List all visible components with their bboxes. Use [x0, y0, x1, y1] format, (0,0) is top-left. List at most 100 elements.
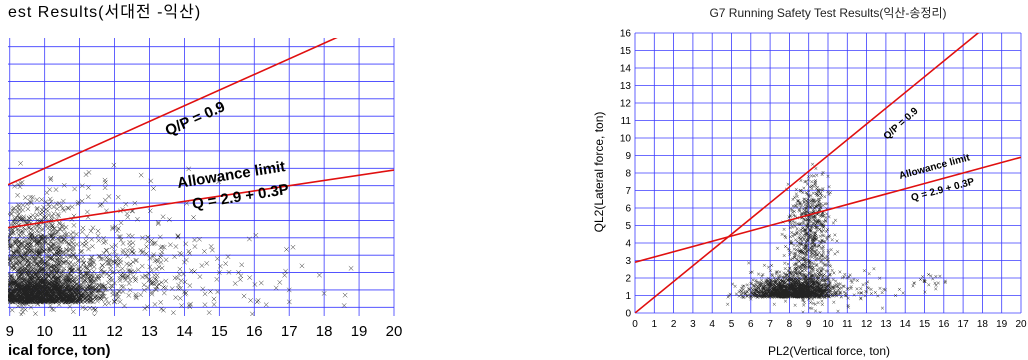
scatter-point: [803, 243, 807, 247]
scatter-point: [813, 302, 817, 306]
scatter-point: [827, 192, 831, 196]
scatter-point: [39, 258, 44, 264]
scatter-point: [836, 309, 840, 313]
scatter-point: [56, 201, 62, 206]
scatter-point: [9, 253, 14, 259]
scatter-point: [809, 228, 813, 232]
scatter-point: [79, 198, 85, 204]
scatter-point: [96, 275, 101, 281]
scatter-point: [835, 294, 839, 298]
scatter-point: [789, 239, 793, 243]
data-point: [893, 293, 898, 298]
scatter-point: [45, 272, 51, 277]
scatter-point: [750, 270, 754, 274]
scatter-point: [22, 245, 28, 250]
scatter-point: [91, 290, 97, 296]
scatter-point: [759, 281, 763, 285]
scatter-point: [79, 275, 84, 281]
scatter-point: [807, 297, 811, 301]
scatter-point: [10, 293, 15, 298]
scatter-point: [770, 263, 774, 268]
scatter-point: [247, 275, 253, 280]
scatter-point: [818, 206, 822, 210]
scatter-point: [934, 274, 938, 279]
scatter-point: [77, 272, 83, 277]
scatter-point: [826, 287, 830, 292]
scatter-point: [810, 187, 814, 191]
scatter-point: [317, 272, 322, 278]
x-tick-label: 9: [6, 323, 14, 340]
scatter-point: [815, 228, 819, 232]
scatter-point: [252, 282, 258, 287]
scatter-point: [816, 253, 820, 257]
scatter-point: [790, 282, 794, 287]
scatter-point: [878, 286, 882, 290]
scatter-point: [17, 233, 23, 239]
scatter-point: [740, 292, 744, 296]
data-point: [154, 266, 159, 272]
scatter-point: [192, 237, 197, 243]
scatter-point: [829, 248, 833, 252]
scatter-point: [771, 288, 776, 293]
scatter-point: [829, 293, 833, 297]
scatter-point: [833, 233, 837, 237]
scatter-point: [249, 311, 255, 316]
scatter-point: [120, 241, 126, 246]
scatter-point: [882, 287, 886, 291]
scatter-point: [813, 214, 817, 218]
scatter-point: [812, 174, 816, 178]
scatter-point: [832, 289, 837, 293]
scatter-point: [341, 303, 347, 308]
scatter-point: [821, 170, 825, 175]
scatter-point: [46, 212, 52, 218]
scatter-point: [81, 260, 87, 266]
scatter-point: [113, 253, 119, 258]
chart-right-title: G7 Running Safety Test Results(익산-송정리): [709, 6, 946, 20]
x-tick-label: 15: [211, 323, 228, 340]
scatter-point: [48, 221, 54, 227]
scatter-point: [191, 215, 196, 220]
scatter-point: [793, 303, 797, 307]
scatter-point: [71, 235, 76, 241]
scatter-point: [163, 257, 169, 263]
scatter-point: [86, 261, 92, 267]
scatter-point: [106, 261, 112, 266]
scatter-point: [161, 290, 167, 296]
scatter-point: [803, 276, 807, 280]
scatter-point: [26, 236, 32, 242]
scatter-point: [801, 273, 805, 277]
scatter-point: [795, 199, 800, 203]
scatter-point: [751, 288, 755, 292]
scatter-point: [48, 175, 54, 181]
scatter-point: [110, 226, 115, 232]
scatter-point: [820, 172, 824, 177]
scatter-point: [27, 219, 32, 225]
scatter-point: [34, 276, 40, 282]
scatter-point: [812, 198, 816, 202]
scatter-point: [132, 200, 138, 206]
scatter-point: [815, 245, 819, 249]
scatter-point: [39, 290, 45, 295]
scatter-point: [51, 263, 57, 269]
scatter-point: [42, 283, 48, 289]
scatter-point: [75, 266, 80, 272]
scatter-point: [753, 288, 757, 292]
scatter-point: [17, 260, 23, 266]
scatter-point: [32, 215, 38, 221]
scatter-point: [19, 286, 25, 292]
scatter-point: [70, 262, 76, 267]
scatter-point: [155, 219, 161, 225]
scatter-point: [833, 218, 838, 222]
scatter-point: [794, 262, 798, 267]
scatter-point: [28, 248, 34, 254]
scatter-point: [775, 246, 780, 250]
scatter-point: [101, 293, 107, 299]
scatter-point: [810, 244, 814, 248]
scatter-point: [813, 253, 817, 257]
scatter-point: [760, 295, 764, 299]
scatter-point: [159, 265, 165, 271]
scatter-point: [51, 211, 57, 217]
scatter-point: [812, 262, 816, 266]
scatter-point: [803, 247, 807, 251]
